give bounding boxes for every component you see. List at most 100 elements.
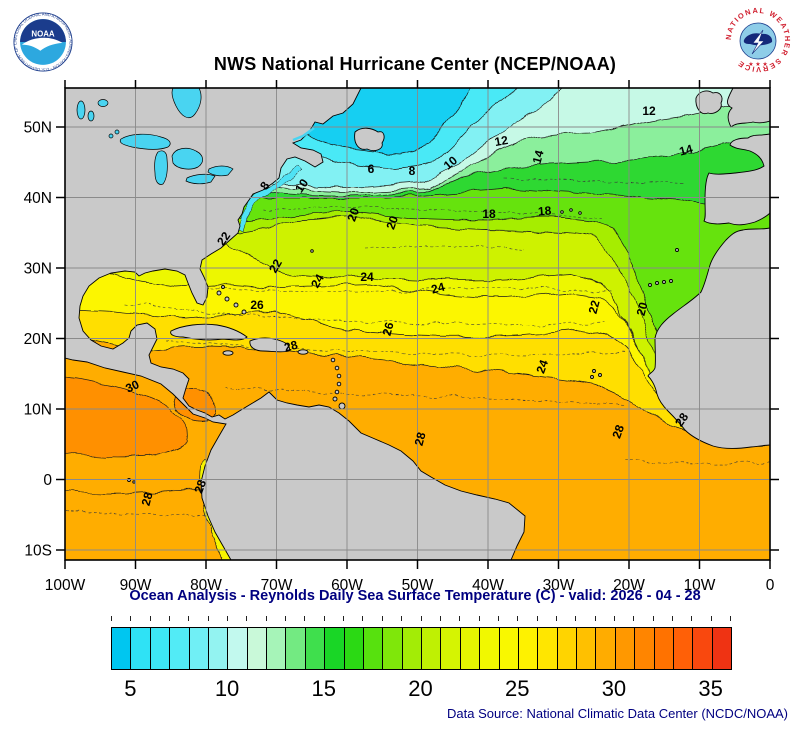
axis-ticks [56, 80, 779, 569]
cuba [170, 323, 248, 341]
sst-band-30plus [65, 376, 189, 458]
isotherm-label: 20 [383, 214, 401, 232]
colorbar-segment [150, 628, 171, 669]
lakes [76, 88, 315, 185]
colorbar-tick [362, 616, 364, 621]
newfoundland [354, 127, 385, 152]
y-tick-label: 50N [24, 120, 52, 137]
y-tick-label: 30N [24, 261, 52, 278]
axis-labels: 100W 90W 80W 70W 60W 50W 40W 30W 20W 10W 0 50N 40N 30… [24, 120, 775, 595]
colorbar-segment [460, 628, 481, 669]
colorbar-tick-label: 25 [504, 676, 530, 701]
colorbar-tick [652, 616, 654, 621]
y-tick-label: 0 [43, 472, 52, 489]
isotherm-label: 24 [360, 270, 374, 284]
x-tick-label: 0 [766, 577, 775, 594]
isotherm-label: 20 [344, 206, 362, 224]
colorbar-segment [615, 628, 636, 669]
isotherm-label: 12 [642, 104, 656, 118]
x-tick-label: 20W [613, 577, 645, 594]
isotherm-label: 22 [586, 298, 603, 315]
colorbar-tick [323, 616, 325, 621]
isotherm-label: 6 [368, 162, 375, 176]
colorbar-segment [267, 628, 287, 669]
isotherm-label: 28 [283, 338, 300, 355]
hudson-bay [171, 88, 202, 118]
colorbar-segment [441, 628, 461, 669]
colorbar-tick [730, 616, 731, 621]
colorbar-tick [381, 616, 383, 621]
colorbar-tick [149, 616, 151, 621]
nws-stars: ★ ★ ★ [748, 61, 767, 68]
lake-huron [171, 147, 203, 170]
colorbar-tick [111, 616, 112, 621]
colorbar-tick [517, 616, 519, 621]
y-tick-label: 10N [24, 402, 52, 419]
colorbar-segment [635, 628, 655, 669]
colorbar-segment [189, 628, 209, 669]
dashed-isotherms [65, 177, 770, 519]
colorbar-segment [363, 628, 384, 669]
colorbar-tick [536, 616, 538, 621]
nws-logo: NATIONAL WEATHER SERVICE ★ ★ ★ [724, 6, 792, 74]
colorbar-segment [325, 628, 345, 669]
colorbar-tick [420, 616, 422, 621]
colorbar-tick [594, 616, 596, 621]
colorbar-tick [459, 616, 461, 621]
isotherm-label: 12 [494, 133, 510, 149]
map-frame [64, 87, 771, 561]
lake-superior [119, 133, 171, 150]
europe-iberia [703, 133, 770, 226]
colorbar-tick [169, 616, 171, 621]
y-tick-label: 40N [24, 190, 52, 207]
isotherm-label: 26 [380, 320, 397, 337]
isotherm-label: 22 [266, 256, 285, 275]
isotherm-label: 28 [609, 423, 627, 441]
colorbar-segment [673, 628, 694, 669]
isotherm-label: 18 [482, 207, 496, 221]
colorbar-tick-label: 10 [214, 676, 240, 701]
colorbar-segment [557, 628, 577, 669]
colorbar-segment [208, 628, 229, 669]
colorbar-segment [228, 628, 248, 669]
isotherm-label: 30 [123, 377, 141, 395]
lake-erie [185, 173, 216, 185]
colorbar-tick [691, 616, 693, 621]
noaa-sky [20, 19, 66, 42]
colorbar-tick [575, 616, 577, 621]
colorbar-tick-label: 15 [311, 676, 337, 701]
noaa-wordmark: NOAA [31, 30, 55, 39]
small-islands [127, 208, 679, 484]
x-tick-label: 60W [331, 577, 363, 594]
isotherm-label: 20 [634, 300, 651, 317]
colorbar-tick [246, 616, 248, 621]
colorbar-segment [538, 628, 558, 669]
colorbar-tick [497, 616, 499, 621]
isotherm-label: 24 [308, 271, 327, 290]
colorbar-tick [478, 616, 480, 621]
colorbar-segment [693, 628, 713, 669]
colorbar-segment [170, 628, 190, 669]
colorbar-tick [555, 616, 557, 621]
x-tick-label: 10W [684, 577, 716, 594]
colorbar-segment [577, 628, 597, 669]
colorbar-tick [671, 616, 673, 621]
colorbar-segment [596, 628, 616, 669]
colorbar-tick-label: 30 [601, 676, 627, 701]
x-tick-label: 30W [543, 577, 575, 594]
colorbar-box: 5 10 15 20 25 30 35 [0, 616, 800, 726]
colorbar-tick [130, 616, 132, 621]
isotherm-label: 26 [250, 298, 264, 312]
x-tick-label: 100W [45, 577, 86, 594]
colorbar-segment [499, 628, 519, 669]
x-tick-label: 40W [472, 577, 504, 594]
colorbar-segment [480, 628, 500, 669]
noaa-bird-icon [21, 37, 63, 51]
puerto-rico [297, 349, 309, 355]
x-tick-label: 80W [190, 577, 222, 594]
isotherm-label: 24 [430, 280, 447, 297]
